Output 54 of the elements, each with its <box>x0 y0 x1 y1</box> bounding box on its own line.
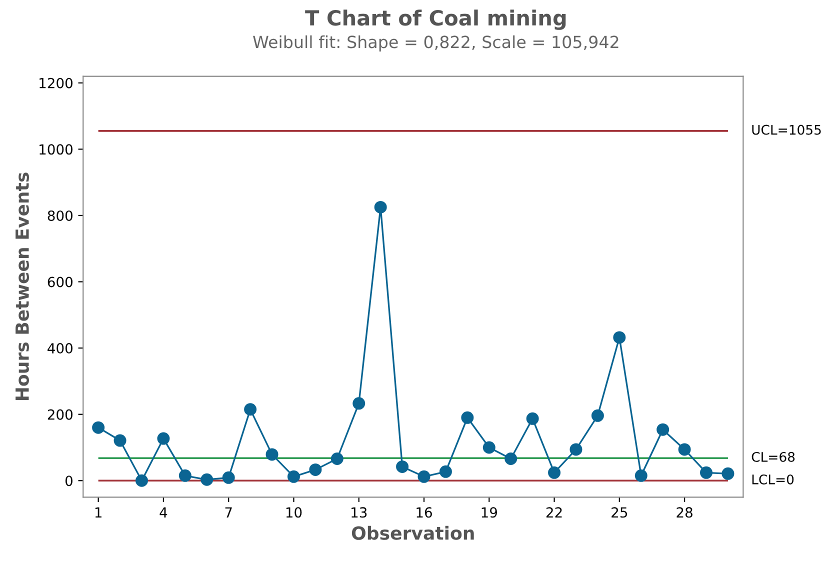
point <box>309 463 322 476</box>
point <box>591 409 604 422</box>
x-axis-title: Observation <box>352 526 474 540</box>
y-tick-label: 800 <box>48 210 72 221</box>
ref-line-label: CL=68 <box>752 452 795 462</box>
point <box>374 200 387 214</box>
point <box>114 434 126 447</box>
point <box>396 460 409 473</box>
point <box>330 452 344 466</box>
point <box>634 469 648 482</box>
y-tick-label: 400 <box>48 343 72 354</box>
point <box>200 473 214 486</box>
point <box>178 469 192 482</box>
y-axis-title: Hours Between Events <box>16 172 29 400</box>
x-tick-label: 13 <box>352 507 367 518</box>
x-tick-label: 16 <box>416 507 432 518</box>
chart-title: T Chart of Coal mining <box>305 10 566 30</box>
point <box>678 443 691 456</box>
point <box>92 421 105 434</box>
point <box>135 474 148 487</box>
point <box>244 403 257 416</box>
x-tick-label: 1 <box>95 507 102 518</box>
point <box>656 423 670 436</box>
x-tick-label: 4 <box>160 507 168 518</box>
chart-subtitle: Weibull fit: Shape = 0,822, Scale = 105,942 <box>253 35 618 52</box>
y-tick-label: 1000 <box>40 144 72 155</box>
point <box>526 412 539 425</box>
x-tick-label: 22 <box>546 507 562 518</box>
point <box>613 331 626 344</box>
point <box>722 467 734 480</box>
point <box>570 443 582 456</box>
y-tick-label: 0 <box>65 476 72 486</box>
point <box>222 471 235 484</box>
x-tick-label: 10 <box>286 507 302 518</box>
x-tick-label: 28 <box>676 507 692 518</box>
x-tick-label: 7 <box>225 507 232 518</box>
y-tick-label: 600 <box>48 276 72 288</box>
point <box>461 411 474 424</box>
point <box>700 466 713 479</box>
x-tick-label: 19 <box>482 507 497 518</box>
y-tick-label: 200 <box>48 409 72 420</box>
point <box>548 466 561 479</box>
point <box>418 470 430 483</box>
point <box>439 465 452 478</box>
point <box>504 452 518 466</box>
point <box>157 432 170 445</box>
y-tick-label: 1200 <box>40 78 72 88</box>
x-tick-label: 25 <box>612 507 628 518</box>
point <box>482 441 496 454</box>
point <box>287 470 300 483</box>
point <box>352 397 366 410</box>
point <box>266 448 278 461</box>
ref-line-label: LCL=0 <box>752 474 794 484</box>
ref-line-label: UCL=1055 <box>752 124 821 135</box>
